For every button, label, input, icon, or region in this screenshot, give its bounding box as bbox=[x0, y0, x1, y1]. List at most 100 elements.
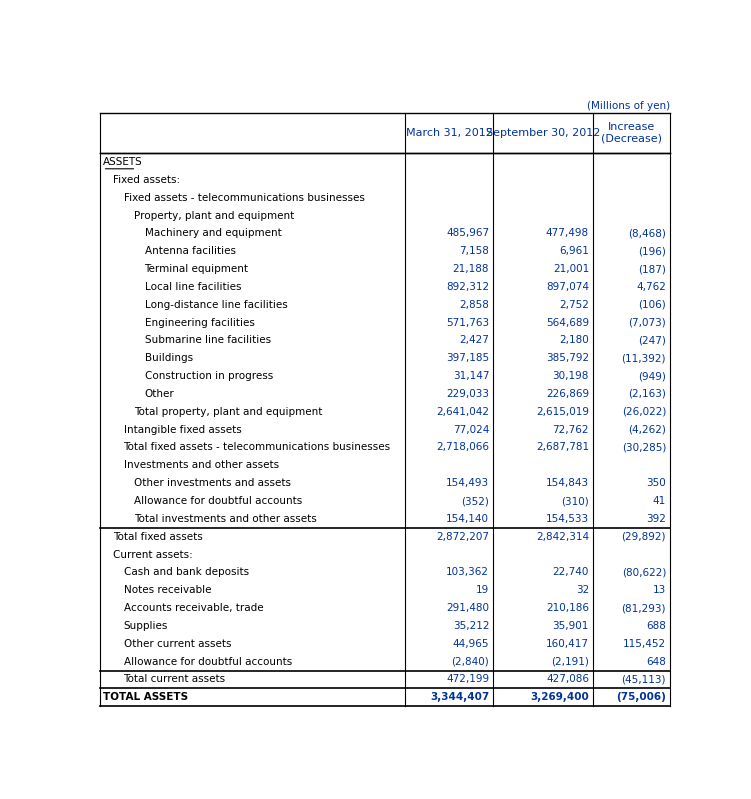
Text: 2,718,066: 2,718,066 bbox=[436, 443, 489, 452]
Text: 77,024: 77,024 bbox=[453, 424, 489, 435]
Text: Supplies: Supplies bbox=[124, 621, 168, 631]
Text: 350: 350 bbox=[647, 478, 666, 488]
Text: 21,188: 21,188 bbox=[453, 264, 489, 274]
Text: 154,493: 154,493 bbox=[446, 478, 489, 488]
Text: 892,312: 892,312 bbox=[446, 282, 489, 292]
Text: (310): (310) bbox=[561, 496, 589, 506]
Text: Terminal equipment: Terminal equipment bbox=[144, 264, 249, 274]
Text: 22,740: 22,740 bbox=[553, 567, 589, 578]
Text: 210,186: 210,186 bbox=[546, 603, 589, 613]
Text: TOTAL ASSETS: TOTAL ASSETS bbox=[103, 692, 188, 702]
Text: 485,967: 485,967 bbox=[446, 229, 489, 238]
Text: (29,892): (29,892) bbox=[622, 531, 666, 542]
Text: (196): (196) bbox=[638, 246, 666, 256]
Text: (949): (949) bbox=[638, 371, 666, 381]
Text: (7,073): (7,073) bbox=[629, 317, 666, 328]
Text: 4,762: 4,762 bbox=[636, 282, 666, 292]
Text: (Millions of yen): (Millions of yen) bbox=[587, 101, 670, 111]
Text: Buildings: Buildings bbox=[144, 353, 193, 364]
Text: 564,689: 564,689 bbox=[546, 317, 589, 328]
Text: Submarine line facilities: Submarine line facilities bbox=[144, 336, 270, 345]
Text: Total current assets: Total current assets bbox=[124, 674, 226, 685]
Text: 103,362: 103,362 bbox=[446, 567, 489, 578]
Text: 7,158: 7,158 bbox=[460, 246, 489, 256]
Text: March 31, 2012: March 31, 2012 bbox=[406, 128, 493, 138]
Text: 31,147: 31,147 bbox=[453, 371, 489, 381]
Text: 30,198: 30,198 bbox=[553, 371, 589, 381]
Text: Investments and other assets: Investments and other assets bbox=[124, 460, 279, 471]
Text: 2,641,042: 2,641,042 bbox=[436, 407, 489, 417]
Text: Cash and bank deposits: Cash and bank deposits bbox=[124, 567, 249, 578]
Text: 154,140: 154,140 bbox=[446, 514, 489, 524]
Text: 226,869: 226,869 bbox=[546, 389, 589, 399]
Text: (26,022): (26,022) bbox=[622, 407, 666, 417]
Text: Total fixed assets - telecommunications businesses: Total fixed assets - telecommunications … bbox=[124, 443, 391, 452]
Text: (2,840): (2,840) bbox=[451, 657, 489, 666]
Text: (45,113): (45,113) bbox=[622, 674, 666, 685]
Text: 2,752: 2,752 bbox=[559, 300, 589, 310]
Text: Other investments and assets: Other investments and assets bbox=[134, 478, 291, 488]
Text: (8,468): (8,468) bbox=[628, 229, 666, 238]
Text: 154,843: 154,843 bbox=[546, 478, 589, 488]
Text: 648: 648 bbox=[646, 657, 666, 666]
Text: (2,163): (2,163) bbox=[628, 389, 666, 399]
Text: Total investments and other assets: Total investments and other assets bbox=[134, 514, 317, 524]
Text: 385,792: 385,792 bbox=[546, 353, 589, 364]
Text: (106): (106) bbox=[638, 300, 666, 310]
Text: Allowance for doubtful accounts: Allowance for doubtful accounts bbox=[124, 657, 292, 666]
Text: (187): (187) bbox=[638, 264, 666, 274]
Text: Machinery and equipment: Machinery and equipment bbox=[144, 229, 282, 238]
Text: 397,185: 397,185 bbox=[446, 353, 489, 364]
Text: 2,858: 2,858 bbox=[460, 300, 489, 310]
Text: Accounts receivable, trade: Accounts receivable, trade bbox=[124, 603, 263, 613]
Text: (247): (247) bbox=[638, 336, 666, 345]
Text: (80,622): (80,622) bbox=[622, 567, 666, 578]
Text: (352): (352) bbox=[461, 496, 489, 506]
Text: Current assets:: Current assets: bbox=[113, 550, 193, 559]
Text: (81,293): (81,293) bbox=[622, 603, 666, 613]
Text: ASSETS: ASSETS bbox=[103, 157, 143, 167]
Text: 2,872,207: 2,872,207 bbox=[436, 531, 489, 542]
Text: Allowance for doubtful accounts: Allowance for doubtful accounts bbox=[134, 496, 303, 506]
Text: Local line facilities: Local line facilities bbox=[144, 282, 241, 292]
Text: 472,199: 472,199 bbox=[446, 674, 489, 685]
Text: Intangible fixed assets: Intangible fixed assets bbox=[124, 424, 241, 435]
Text: 154,533: 154,533 bbox=[546, 514, 589, 524]
Text: Other current assets: Other current assets bbox=[124, 638, 231, 649]
Text: Construction in progress: Construction in progress bbox=[144, 371, 273, 381]
Text: (30,285): (30,285) bbox=[622, 443, 666, 452]
Text: 41: 41 bbox=[653, 496, 666, 506]
Text: 477,498: 477,498 bbox=[546, 229, 589, 238]
Text: 229,033: 229,033 bbox=[446, 389, 489, 399]
Text: (4,262): (4,262) bbox=[628, 424, 666, 435]
Text: (2,191): (2,191) bbox=[551, 657, 589, 666]
Text: 160,417: 160,417 bbox=[546, 638, 589, 649]
Text: Total fixed assets: Total fixed assets bbox=[113, 531, 203, 542]
Text: September 30, 2012: September 30, 2012 bbox=[486, 128, 600, 138]
Text: 13: 13 bbox=[653, 585, 666, 595]
Text: 19: 19 bbox=[476, 585, 489, 595]
Text: 688: 688 bbox=[646, 621, 666, 631]
Text: 2,687,781: 2,687,781 bbox=[536, 443, 589, 452]
Text: 32: 32 bbox=[576, 585, 589, 595]
Text: 44,965: 44,965 bbox=[453, 638, 489, 649]
Text: 35,212: 35,212 bbox=[453, 621, 489, 631]
Text: 3,344,407: 3,344,407 bbox=[430, 692, 489, 702]
Text: 897,074: 897,074 bbox=[546, 282, 589, 292]
Text: 21,001: 21,001 bbox=[553, 264, 589, 274]
Text: Fixed assets:: Fixed assets: bbox=[113, 175, 180, 185]
Text: Total property, plant and equipment: Total property, plant and equipment bbox=[134, 407, 322, 417]
Text: 291,480: 291,480 bbox=[446, 603, 489, 613]
Text: 2,427: 2,427 bbox=[460, 336, 489, 345]
Text: 72,762: 72,762 bbox=[553, 424, 589, 435]
Text: Fixed assets - telecommunications businesses: Fixed assets - telecommunications busine… bbox=[124, 193, 364, 203]
Text: (75,006): (75,006) bbox=[616, 692, 666, 702]
Text: 35,901: 35,901 bbox=[553, 621, 589, 631]
Text: 571,763: 571,763 bbox=[446, 317, 489, 328]
Text: Long-distance line facilities: Long-distance line facilities bbox=[144, 300, 288, 310]
Text: 427,086: 427,086 bbox=[546, 674, 589, 685]
Text: Antenna facilities: Antenna facilities bbox=[144, 246, 236, 256]
Text: 115,452: 115,452 bbox=[623, 638, 666, 649]
Text: 2,180: 2,180 bbox=[559, 336, 589, 345]
Text: Notes receivable: Notes receivable bbox=[124, 585, 211, 595]
